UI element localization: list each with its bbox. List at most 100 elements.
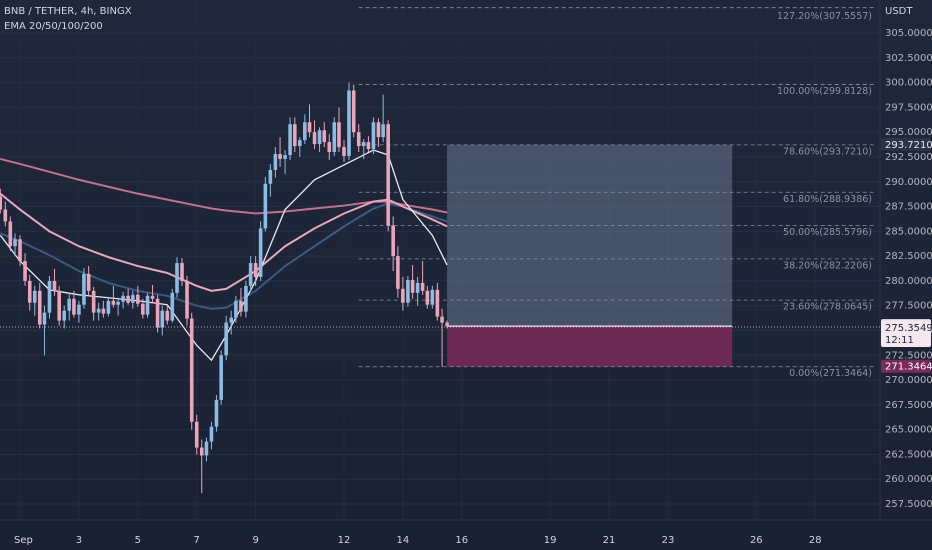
candle-body	[322, 130, 327, 143]
candle-body	[116, 301, 120, 305]
candle-body	[77, 304, 81, 315]
candle-body	[121, 295, 125, 302]
y-tick-label: 262.5000	[885, 449, 932, 460]
candle-body	[155, 298, 160, 328]
y-tick-label: 265.0000	[885, 425, 932, 436]
candle-body	[42, 312, 47, 325]
fib-label: 78.60%(293.7210)	[783, 146, 872, 157]
y-tick-label: 290.0000	[885, 177, 932, 188]
candle-body	[263, 183, 268, 229]
x-tick-label: 3	[76, 535, 82, 546]
candle-body	[3, 209, 8, 222]
x-tick-label: 5	[135, 535, 141, 546]
candle-body	[425, 290, 430, 305]
candle-body	[445, 322, 449, 327]
x-tick-label: 19	[544, 535, 557, 546]
candle-body	[18, 239, 22, 262]
candle-body	[337, 122, 341, 148]
candle-body	[293, 124, 297, 147]
candle-body	[126, 295, 130, 303]
candle-body	[332, 122, 337, 153]
candle-body	[396, 256, 400, 289]
candle-body	[361, 142, 366, 147]
candle-body	[435, 289, 440, 317]
symbol-title: BNB / TETHER, 4h, BINGX	[4, 6, 132, 17]
candle-body	[351, 90, 356, 133]
candle-body	[386, 124, 390, 226]
candle-body	[106, 300, 111, 314]
x-tick-label: 21	[603, 535, 616, 546]
candle-body	[62, 310, 67, 321]
x-tick-label: 23	[662, 535, 675, 546]
candle-body	[23, 261, 27, 281]
candle-body	[268, 169, 273, 184]
candle-body	[371, 122, 376, 150]
candle-body	[312, 132, 317, 145]
candle-body	[180, 263, 184, 281]
fib-label: 0.00%(271.3464)	[789, 368, 872, 379]
candle-body	[185, 280, 189, 319]
candle-body	[209, 426, 214, 442]
fib-label: 23.60%(278.0645)	[783, 302, 872, 313]
candle-body	[204, 441, 209, 456]
stop-tag: 271.3464	[885, 362, 932, 373]
y-tick-label: 300.0000	[885, 78, 932, 89]
candle-body	[8, 221, 13, 247]
candle-body	[366, 142, 371, 150]
candle-body	[273, 153, 278, 170]
candle-body	[96, 308, 101, 313]
y-tick-label: 305.0000	[885, 28, 932, 39]
candle-body	[415, 282, 420, 293]
x-tick-label: 26	[750, 535, 763, 546]
candle-body	[401, 288, 405, 303]
candle-body	[430, 289, 435, 305]
fib-label: 38.20%(282.2206)	[783, 260, 872, 271]
candle-body	[406, 279, 410, 303]
candle-body	[27, 280, 32, 303]
candle-body	[410, 279, 415, 293]
candle-body	[165, 310, 170, 321]
candle-body	[303, 122, 307, 141]
x-tick-label: 16	[455, 535, 468, 546]
candle-body	[219, 355, 223, 400]
candle-body	[327, 142, 332, 153]
fib-label: 50.00%(285.5796)	[783, 227, 872, 238]
candle-body	[283, 154, 287, 159]
y-tick-label: 295.0000	[885, 127, 932, 138]
target-tag: 293.7210	[885, 140, 932, 151]
candle-body	[91, 290, 96, 313]
stop-tag-box	[881, 359, 931, 373]
candle-body	[440, 316, 444, 323]
candle-body	[278, 153, 282, 159]
candle-body	[0, 196, 3, 210]
candle-body	[288, 124, 292, 155]
candle-body	[307, 122, 312, 133]
y-tick-label: 277.5000	[885, 301, 932, 312]
y-tick-label: 292.5000	[885, 152, 932, 163]
candle-body	[298, 140, 302, 147]
y-tick-label: 272.5000	[885, 350, 932, 361]
candle-body	[194, 421, 199, 448]
candle-body	[175, 263, 179, 293]
candle-body	[141, 303, 145, 315]
candle-body	[199, 447, 204, 456]
y-tick-label: 257.5000	[885, 499, 932, 510]
y-tick-label: 280.0000	[885, 276, 932, 287]
last-price-box	[881, 320, 931, 347]
x-tick-label: 9	[252, 535, 258, 546]
candle-body	[136, 294, 140, 304]
y-tick-label: 270.0000	[885, 375, 932, 386]
candle-body	[317, 130, 322, 145]
candle-body	[57, 290, 61, 321]
candle-body	[229, 317, 233, 323]
candle-body	[32, 290, 37, 303]
x-tick-label: 28	[809, 535, 822, 546]
x-tick-label: 14	[397, 535, 410, 546]
candle-body	[381, 124, 385, 138]
candle-body	[189, 318, 194, 422]
candle-body	[356, 132, 361, 147]
y-tick-label: 297.5000	[885, 102, 932, 113]
